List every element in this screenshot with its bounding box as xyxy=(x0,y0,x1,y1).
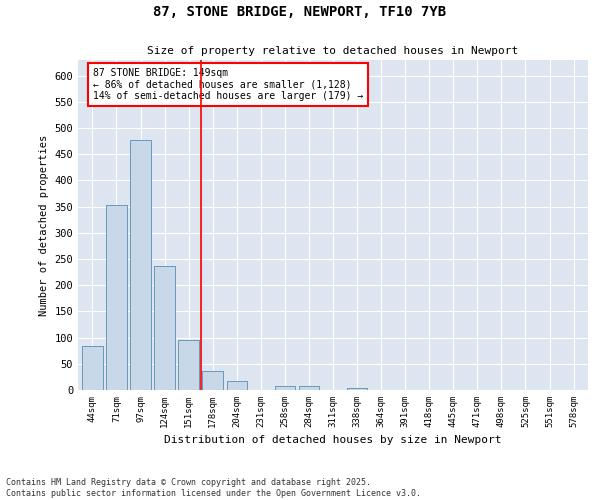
Bar xyxy=(106,205,127,390)
Bar xyxy=(299,386,319,390)
Bar xyxy=(227,381,247,390)
Bar xyxy=(154,266,175,390)
Text: Contains HM Land Registry data © Crown copyright and database right 2025.
Contai: Contains HM Land Registry data © Crown c… xyxy=(6,478,421,498)
X-axis label: Distribution of detached houses by size in Newport: Distribution of detached houses by size … xyxy=(164,436,502,446)
Text: 87 STONE BRIDGE: 149sqm
← 86% of detached houses are smaller (1,128)
14% of semi: 87 STONE BRIDGE: 149sqm ← 86% of detache… xyxy=(94,68,364,102)
Y-axis label: Number of detached properties: Number of detached properties xyxy=(39,134,49,316)
Title: Size of property relative to detached houses in Newport: Size of property relative to detached ho… xyxy=(148,46,518,56)
Bar xyxy=(130,140,151,390)
Bar xyxy=(347,388,367,390)
Text: 87, STONE BRIDGE, NEWPORT, TF10 7YB: 87, STONE BRIDGE, NEWPORT, TF10 7YB xyxy=(154,5,446,19)
Bar xyxy=(202,371,223,390)
Bar xyxy=(178,340,199,390)
Bar xyxy=(82,346,103,390)
Bar xyxy=(275,386,295,390)
